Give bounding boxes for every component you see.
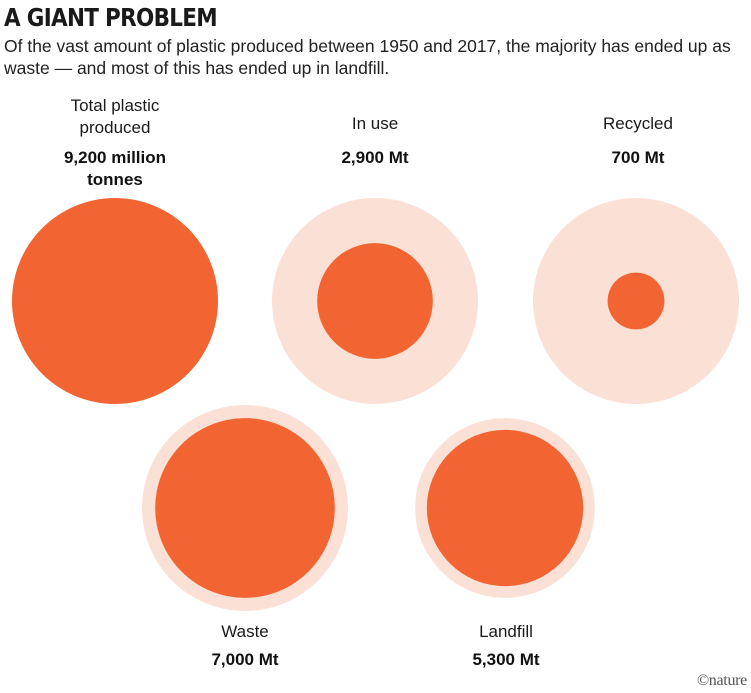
value-circle-total bbox=[12, 198, 218, 404]
nature-credit: ©nature bbox=[696, 672, 747, 689]
value-circle-waste bbox=[155, 418, 335, 598]
value-circle-recycled bbox=[607, 272, 665, 330]
item-label-in-use: In use bbox=[351, 114, 399, 133]
item-label-total: Total plastic produced bbox=[70, 96, 160, 137]
value-circle-in-use bbox=[317, 243, 433, 359]
item-label-landfill: Landfill bbox=[479, 622, 533, 641]
item-label-waste: Waste bbox=[221, 622, 269, 641]
value-circle-landfill bbox=[426, 429, 584, 587]
item-label-recycled: Recycled bbox=[603, 114, 673, 133]
item-value-waste: 7,000 Mt bbox=[211, 650, 279, 669]
item-value-total: 9,200 million tonnes bbox=[63, 148, 167, 189]
chart-subtitle: Of the vast amount of plastic produced b… bbox=[4, 36, 731, 78]
chart-title: A GIANT PROBLEM bbox=[4, 3, 218, 32]
item-value-landfill: 5,300 Mt bbox=[472, 650, 540, 669]
item-value-in-use: 2,900 Mt bbox=[341, 148, 409, 167]
item-value-recycled: 700 Mt bbox=[611, 148, 665, 167]
